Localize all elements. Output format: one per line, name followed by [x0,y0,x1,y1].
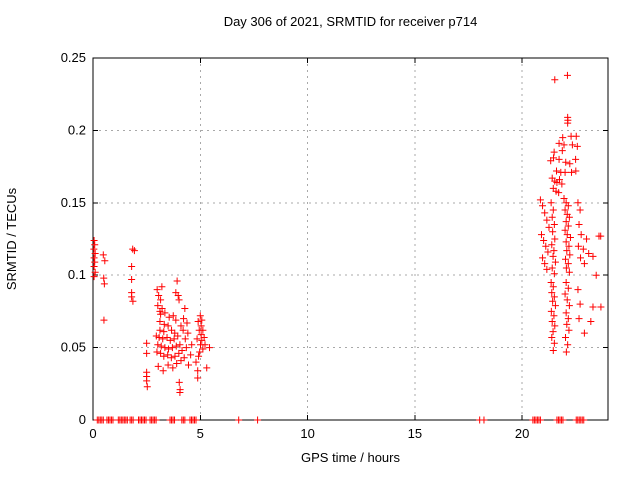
x-tick-label: 0 [89,426,96,441]
y-tick-label: 0.2 [68,122,86,137]
chart-title: Day 306 of 2021, SRMTID for receiver p71… [223,14,478,29]
data-points [90,71,605,424]
y-tick-label: 0.1 [68,267,86,282]
y-tick-label: 0.25 [61,50,86,65]
axis-ticks [92,57,608,421]
y-tick-label: 0 [79,412,86,427]
tick-labels: 0 5 10 15 20 0 0.05 0.1 0.15 0.2 0.25 [61,50,530,441]
y-axis-label: SRMTID / TECUs [4,187,19,290]
y-tick-label: 0.05 [61,340,86,355]
x-axis-label: GPS time / hours [301,450,400,465]
x-tick-label: 10 [300,426,314,441]
x-tick-label: 15 [408,426,422,441]
plot-border [92,57,609,421]
x-tick-label: 5 [197,426,204,441]
x-tick-label: 20 [515,426,529,441]
grid-lines [93,58,608,420]
y-tick-label: 0.15 [61,195,86,210]
